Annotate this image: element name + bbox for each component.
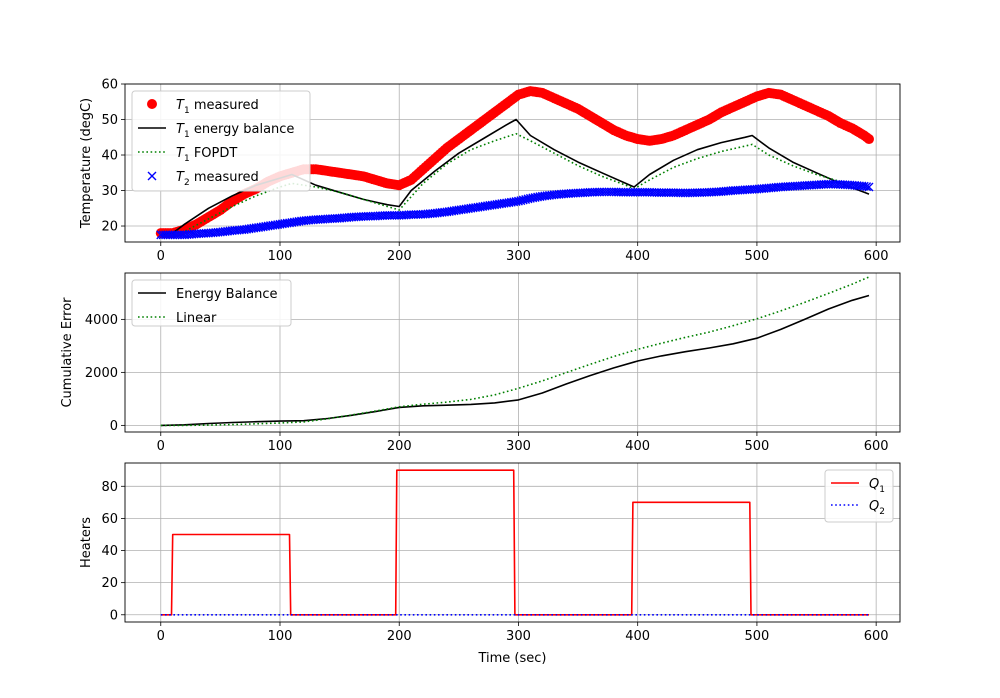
y-tick-label: 2000 (85, 366, 118, 381)
x-tick-label: 100 (268, 629, 293, 644)
legend: Energy Balance Linear (131, 279, 292, 327)
legend: T1 measured T1 energy balance T1 FOPDT T2 m… (131, 90, 311, 192)
x-tick-label: 0 (157, 439, 165, 454)
axes-frame (124, 83, 901, 243)
series-1-4-markers (156, 179, 874, 240)
series-1-4-point (862, 182, 872, 192)
x-tick-label: 600 (864, 249, 889, 264)
y-tick-label: 40 (101, 544, 118, 559)
legend-label: Q1 (869, 477, 885, 495)
x-tick-label: 200 (387, 629, 412, 644)
y-tick-label: 0 (110, 608, 118, 623)
subplot-2: 0 100 200 300 400 500 600 0 2000 4000 Cumulative E… (60, 272, 901, 454)
y-axis-label: Heaters (79, 517, 94, 568)
series-1-1-point (864, 134, 874, 145)
legend-label: T1 FOPDT (176, 146, 237, 164)
legend-handle (147, 171, 157, 181)
x-tick-label: 200 (387, 439, 412, 454)
y-tick-label: 4000 (85, 313, 118, 328)
plot-area (160, 469, 869, 616)
x-tick-label: 0 (157, 629, 165, 644)
x-tick-label: 300 (506, 249, 531, 264)
y-tick-label: 80 (101, 480, 118, 495)
legend-label: T1 measured (176, 98, 259, 116)
y-tick-label: 20 (101, 576, 118, 591)
subplot-3: 0 100 200 300 400 500 600 0 20 40 60 80 Heaters Time … (79, 462, 901, 666)
series-3-1-line (160, 469, 869, 616)
plot-area (160, 276, 870, 427)
legend-label: T1 energy balance (176, 122, 294, 140)
y-tick-label: 60 (101, 512, 118, 527)
x-tick-label: 600 (864, 439, 889, 454)
legend-box (131, 90, 311, 192)
axes-frame (124, 272, 901, 433)
x-tick-label: 300 (506, 629, 531, 644)
x-tick-label: 200 (387, 249, 412, 264)
legend-label: Energy Balance (176, 287, 278, 302)
x-tick-label: 400 (625, 249, 650, 264)
y-tick-label: 40 (101, 149, 118, 164)
series-2-2-line (160, 276, 870, 427)
legend-label: Linear (176, 311, 217, 326)
plot-area (155, 86, 874, 240)
legend-box (131, 279, 292, 327)
y-axis-label: Cumulative Error (60, 297, 75, 408)
y-tick-label: 0 (110, 419, 118, 434)
y-tick-label: 60 (101, 78, 118, 93)
x-tick-label: 100 (268, 439, 293, 454)
x-tick-label: 400 (625, 629, 650, 644)
x-tick-label: 0 (157, 249, 165, 264)
y-tick-label: 20 (101, 220, 118, 235)
x-tick-label: 600 (864, 629, 889, 644)
y-tick-label: 50 (101, 113, 118, 128)
x-axis-label: Time (sec) (477, 651, 546, 666)
legend-label: Q2 (869, 499, 885, 517)
x-tick-label: 500 (745, 439, 770, 454)
series-1-3-line (160, 132, 870, 236)
x-tick-label: 100 (268, 249, 293, 264)
subplot-1: 0 100 200 300 400 500 600 20 30 40 50 60 Temperature… (79, 78, 901, 264)
y-axis-label: Temperature (degC) (79, 98, 94, 229)
legend-label: T2 measured (176, 170, 259, 188)
series-2-1-line (160, 294, 870, 427)
x-tick-label: 300 (506, 439, 531, 454)
legend-handle (147, 99, 157, 109)
x-tick-label: 500 (745, 249, 770, 264)
y-tick-label: 30 (101, 184, 118, 199)
axes-frame (124, 462, 901, 623)
x-tick-label: 400 (625, 439, 650, 454)
series-1-4-point (864, 182, 874, 192)
x-tick-label: 500 (745, 629, 770, 644)
